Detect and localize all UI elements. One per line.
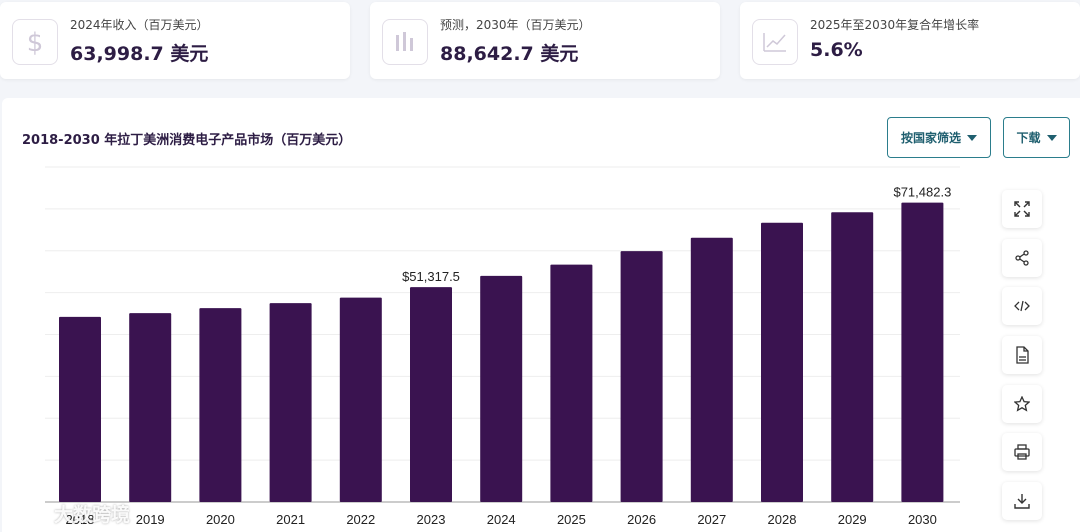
stat-card-cagr: 2025年至2030年复合年增长率 5.6%: [740, 2, 1080, 79]
bar-chart-icon: [382, 19, 428, 65]
download-button[interactable]: [1002, 482, 1042, 520]
print-icon: [1014, 444, 1030, 460]
x-tick-label: 2028: [768, 512, 797, 527]
x-tick-label: 2019: [136, 512, 165, 527]
bar-2028: [761, 222, 803, 502]
bar-2018: [59, 316, 101, 502]
x-tick-label: 2021: [276, 512, 305, 527]
stat-value: 88,642.7 美元: [440, 43, 579, 65]
bar-2030: [901, 202, 944, 503]
stat-value: 63,998.7 美元: [70, 43, 209, 65]
download-menu-button[interactable]: 下载: [1003, 117, 1070, 158]
x-tick-label: 2020: [206, 512, 235, 527]
bar-2020: [199, 308, 242, 502]
data-label: $71,482.3: [893, 185, 951, 200]
embed-code-icon: [1014, 300, 1030, 312]
print-button[interactable]: [1002, 433, 1042, 471]
star-icon: [1014, 396, 1030, 412]
bar-2027: [690, 237, 733, 503]
chart-title: 2018-2030 年拉丁美洲消费电子产品市场（百万美元）: [22, 133, 352, 148]
filter-button-label: 按国家筛选: [900, 131, 961, 145]
data-label: $51,317.5: [402, 269, 460, 284]
svg-text:$: $: [27, 28, 44, 57]
x-tick-label: 2023: [417, 512, 446, 527]
stat-card-forecast: 预测，2030年（百万美元） 88,642.7 美元: [370, 2, 720, 79]
file-icon: [1016, 346, 1029, 364]
caret-down-icon: [967, 134, 977, 141]
watermark-logo-icon: [7, 504, 48, 524]
bar-2022: [339, 297, 382, 502]
x-tick-label: 2029: [838, 512, 867, 527]
stat-label: 预测，2030年（百万美元）: [440, 18, 591, 32]
x-tick-label: 2022: [346, 512, 375, 527]
stat-label: 2024年收入（百万美元）: [70, 18, 209, 32]
x-tick-label: 2024: [487, 512, 516, 527]
bar-2023: [410, 287, 452, 502]
line-trend-icon: [752, 19, 798, 65]
x-tick-label: 2026: [627, 512, 656, 527]
expand-button[interactable]: [1002, 190, 1042, 228]
favorite-button[interactable]: [1002, 385, 1042, 423]
x-tick-label: 2030: [908, 512, 937, 527]
dollar-icon: $: [12, 19, 58, 65]
export-file-button[interactable]: [1002, 336, 1042, 374]
watermark: 大数跨境: [6, 500, 130, 527]
bar-2019: [129, 313, 172, 502]
share-icon: [1015, 250, 1029, 266]
download-icon: [1014, 494, 1030, 509]
stat-value: 5.6%: [810, 39, 863, 61]
bar-2029: [831, 212, 874, 502]
stat-label: 2025年至2030年复合年增长率: [810, 18, 980, 32]
embed-button[interactable]: [1002, 287, 1042, 325]
watermark-text: 大数跨境: [54, 504, 131, 526]
share-button[interactable]: [1002, 239, 1042, 277]
x-tick-label: 2025: [557, 512, 586, 527]
expand-icon: [1014, 201, 1030, 217]
bar-2024: [480, 275, 523, 502]
x-tick-label: 2027: [697, 512, 726, 527]
bar-2026: [620, 251, 663, 502]
download-button-label: 下载: [1016, 131, 1041, 145]
x-tick-label: 2018: [66, 512, 95, 527]
bar-2021: [269, 303, 312, 502]
stat-card-revenue: $ 2024年收入（百万美元） 63,998.7 美元: [0, 2, 350, 79]
filter-by-country-button[interactable]: 按国家筛选: [887, 117, 991, 158]
bar-2025: [550, 264, 593, 502]
caret-down-icon: [1046, 134, 1057, 141]
